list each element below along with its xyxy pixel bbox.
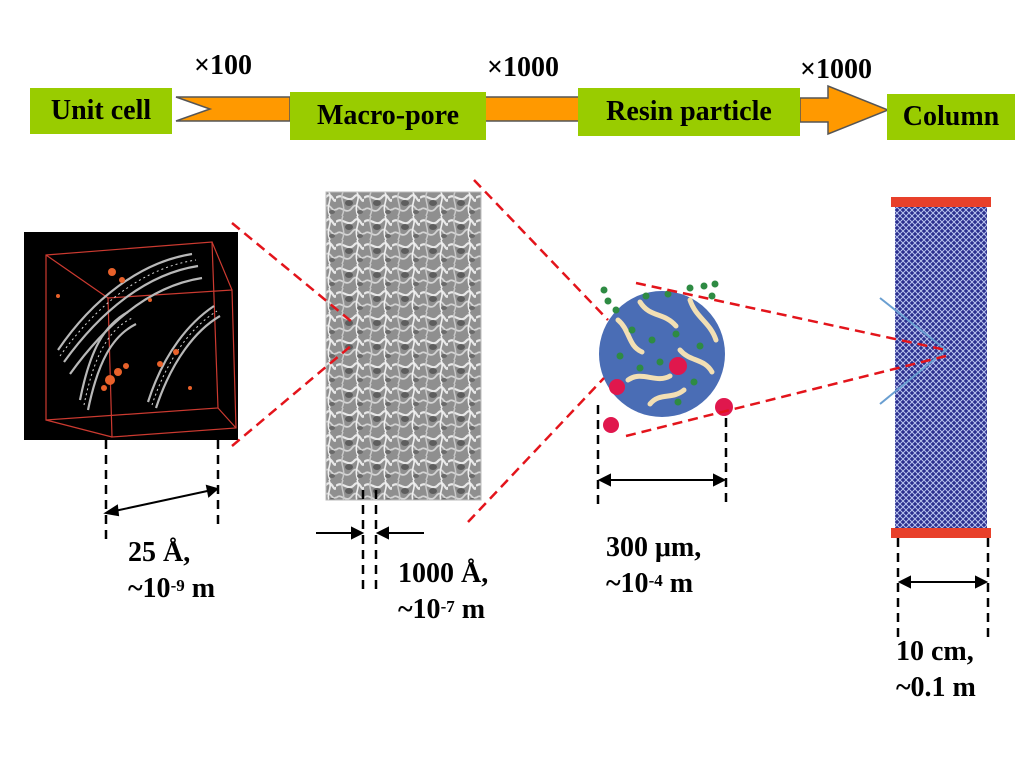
measure-macro-pore-line2: ~10-7 m bbox=[398, 594, 486, 625]
measure-unit-cell: 25 Å, ~10-9 m bbox=[128, 535, 215, 607]
measure-resin-particle-line1: 300 μm, bbox=[606, 532, 702, 563]
measure-guides bbox=[104, 405, 990, 640]
multiplier-x1000-second: ×1000 bbox=[800, 54, 872, 85]
resin-particle-image bbox=[599, 280, 733, 433]
measure-arrows bbox=[103, 473, 989, 589]
scale-arrow bbox=[175, 84, 891, 136]
measure-resin-particle-line2: ~10-4 m bbox=[606, 568, 694, 599]
zoom-lines bbox=[231, 179, 947, 523]
measure-macro-pore: 1000 Å, ~10-7 m bbox=[398, 556, 488, 628]
stage-column: Column bbox=[887, 94, 1015, 140]
stage-macro-pore: Macro-pore bbox=[290, 92, 486, 140]
measure-unit-cell-line1: 25 Å, bbox=[128, 537, 191, 568]
macro-pore-image bbox=[325, 191, 482, 501]
stage-unit-cell: Unit cell bbox=[30, 88, 172, 134]
measure-macro-pore-line1: 1000 Å, bbox=[398, 558, 489, 589]
unit-cell-image bbox=[24, 232, 238, 440]
measure-unit-cell-line2: ~10-9 m bbox=[128, 573, 216, 604]
measure-resin-particle: 300 μm, ~10-4 m bbox=[606, 530, 701, 602]
multiplier-x1000-first: ×1000 bbox=[487, 52, 559, 83]
column-image bbox=[879, 197, 991, 538]
multiplier-x100: ×100 bbox=[194, 50, 252, 81]
measure-column-line2: ~0.1 m bbox=[896, 672, 976, 703]
measure-column-line1: 10 cm, bbox=[896, 636, 974, 667]
stage-resin-particle: Resin particle bbox=[578, 88, 800, 136]
measure-column: 10 cm, ~0.1 m bbox=[896, 634, 976, 706]
